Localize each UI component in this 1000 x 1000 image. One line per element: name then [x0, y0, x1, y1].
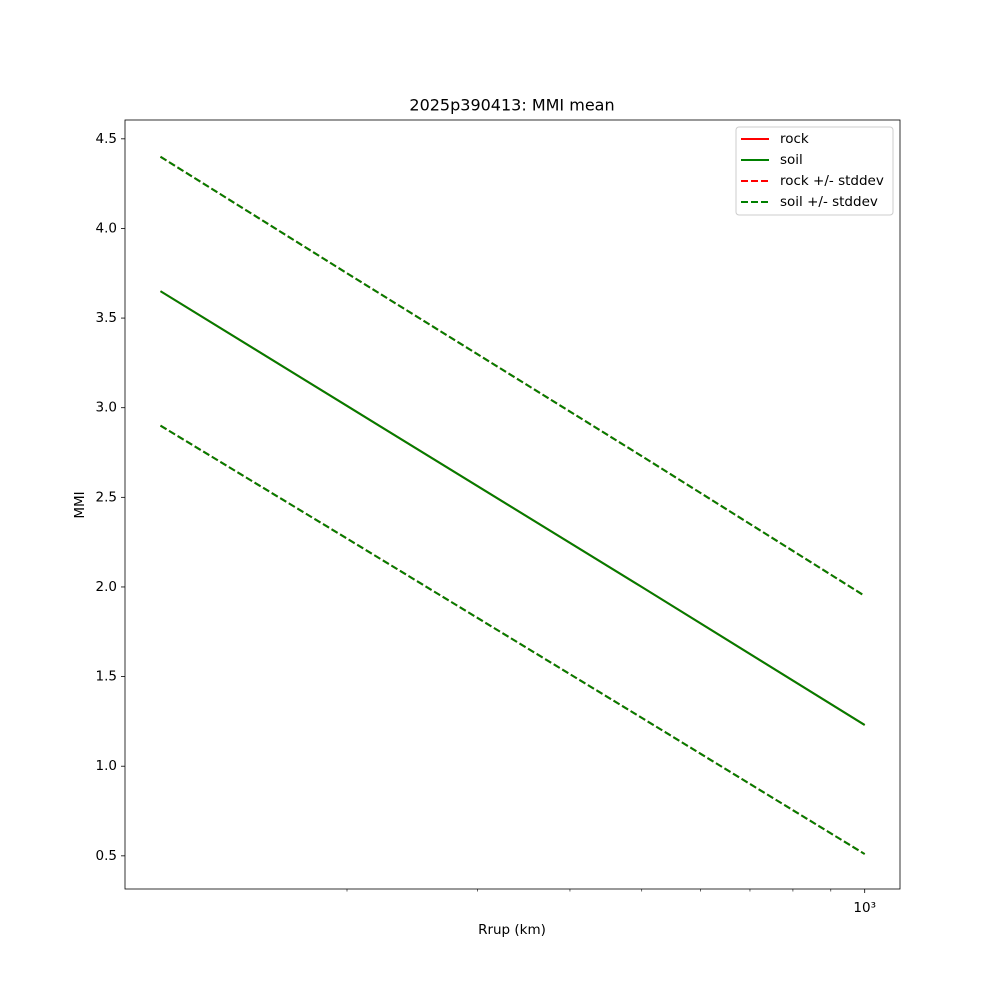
legend-label: soil: [780, 152, 803, 168]
y-tick-label: 2.0: [96, 579, 117, 595]
y-tick-label: 1.5: [96, 669, 117, 685]
legend-box: [735, 126, 894, 216]
y-tick-label: 0.5: [96, 848, 117, 864]
y-tick-label: 3.5: [96, 310, 117, 326]
mean-line: [159, 290, 866, 726]
axes-frame: [124, 119, 901, 890]
y-tick-label: 4.5: [96, 131, 117, 147]
legend-label: soil +/- stddev: [780, 194, 878, 210]
y-tick-label: 2.5: [96, 489, 117, 505]
legend-label: rock +/- stddev: [780, 173, 884, 189]
y-tick-label: 4.0: [96, 220, 117, 236]
x-tick-label: 10³: [853, 900, 876, 916]
stddev-line: [159, 155, 866, 597]
chart-title: 2025p390413: MMI mean: [409, 96, 614, 115]
x-axis-label: Rrup (km): [478, 922, 546, 938]
y-tick-label: 3.0: [96, 400, 117, 416]
legend-label: rock: [780, 131, 809, 147]
stddev-line: [159, 424, 866, 855]
y-axis-label: MMI: [72, 491, 88, 518]
y-tick-label: 1.0: [96, 758, 117, 774]
